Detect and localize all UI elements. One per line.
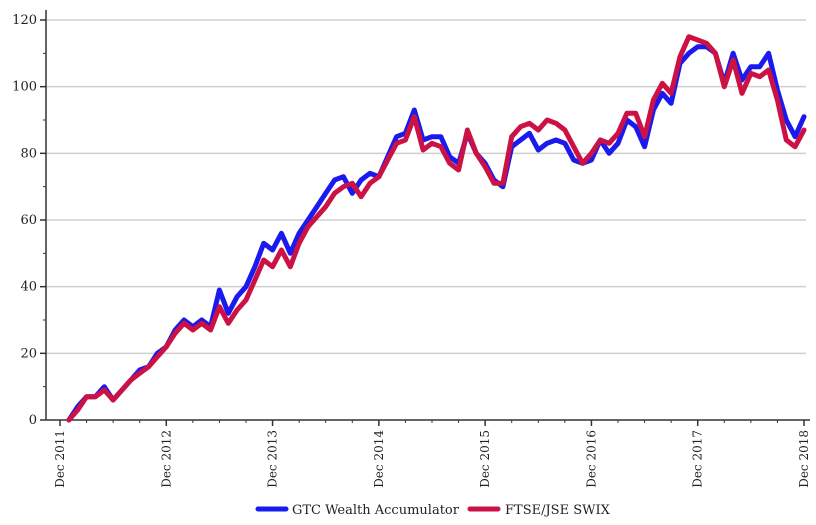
y-tick-label: 20 [20, 346, 37, 361]
legend-label: FTSE/JSE SWIX [505, 503, 611, 518]
grid-lines [46, 19, 806, 355]
x-tick-label: Dec 2015 [478, 430, 492, 488]
x-tick-label: Dec 2012 [159, 430, 173, 488]
x-tick-label: Dec 2014 [372, 430, 386, 488]
legend: GTC Wealth Accumulator FTSE/JSE SWIX [255, 503, 611, 518]
y-tick-label: 40 [20, 280, 37, 295]
legend-item: GTC Wealth Accumulator [255, 503, 460, 518]
x-tick-label: Dec 2011 [53, 430, 67, 488]
series-lines [66, 34, 807, 423]
y-tick-label: 60 [20, 213, 37, 228]
y-tick-label: 120 [12, 13, 37, 28]
y-tick-label: 80 [20, 146, 37, 161]
legend-item: FTSE/JSE SWIX [467, 503, 611, 518]
legend-label: GTC Wealth Accumulator [292, 503, 460, 518]
series-line-gtc-wealth-accumulator [66, 44, 807, 423]
x-tick-label: Dec 2018 [797, 430, 811, 488]
y-tick-label: 100 [12, 80, 37, 95]
y-tick-label: 0 [29, 413, 37, 428]
series-line-ftse-jse-swix [66, 34, 807, 423]
x-tick-label: Dec 2013 [266, 430, 280, 488]
x-tick-label: Dec 2017 [691, 430, 705, 488]
x-tick-label: Dec 2016 [584, 430, 598, 488]
axes: 0 20 40 60 80 100 120 Dec 2011 Dec 2012 Dec 2013 D… [12, 10, 811, 488]
